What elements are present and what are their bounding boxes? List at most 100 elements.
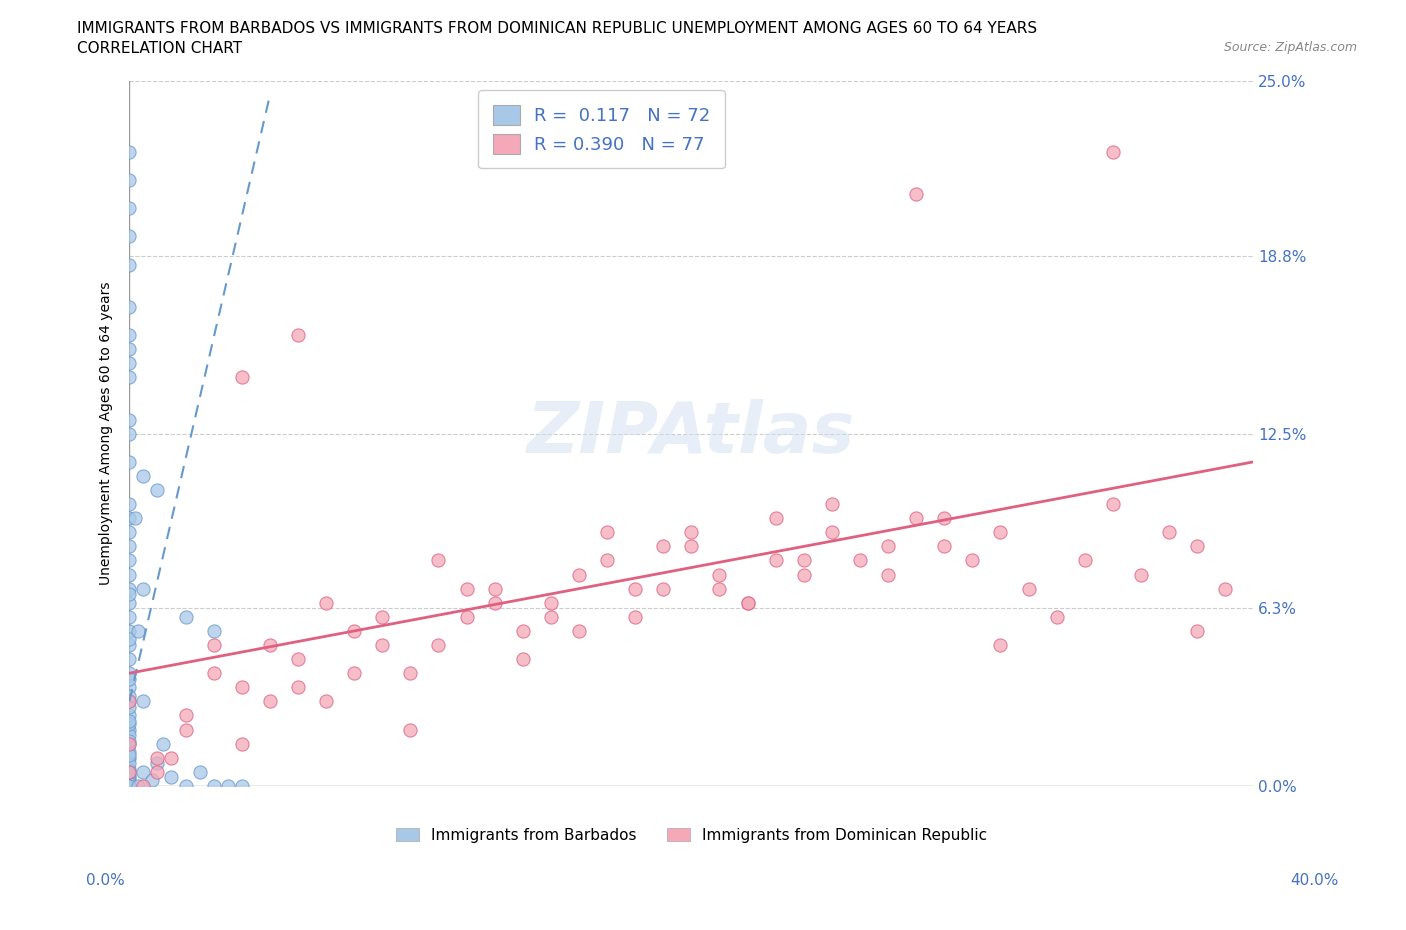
Point <box>118 666 141 681</box>
Point <box>118 770 141 785</box>
Point <box>118 567 141 582</box>
Point <box>118 762 141 777</box>
Point <box>118 767 141 782</box>
Point <box>399 722 422 737</box>
Point <box>456 609 478 624</box>
Point <box>709 581 731 596</box>
Point <box>118 722 141 737</box>
Point <box>132 764 155 779</box>
Point <box>259 694 281 709</box>
Point <box>596 553 619 568</box>
Point <box>118 748 141 763</box>
Point <box>681 539 703 554</box>
Point <box>174 609 197 624</box>
Point <box>118 539 141 554</box>
Point <box>877 539 900 554</box>
Point <box>905 187 928 202</box>
Point <box>118 553 141 568</box>
Point <box>202 623 225 638</box>
Point <box>118 751 141 765</box>
Point <box>118 728 141 743</box>
Point <box>568 623 591 638</box>
Legend: Immigrants from Barbados, Immigrants from Dominican Republic: Immigrants from Barbados, Immigrants fro… <box>389 821 993 849</box>
Point <box>174 722 197 737</box>
Point <box>141 773 163 788</box>
Point <box>118 764 141 779</box>
Point <box>343 623 366 638</box>
Point <box>118 745 141 760</box>
Point <box>118 581 141 596</box>
Point <box>118 671 141 686</box>
Point <box>737 595 759 610</box>
Point <box>568 567 591 582</box>
Point <box>596 525 619 539</box>
Point <box>132 581 155 596</box>
Point <box>793 567 815 582</box>
Point <box>287 327 309 342</box>
Point <box>188 764 211 779</box>
Point <box>765 553 787 568</box>
Y-axis label: Unemployment Among Ages 60 to 64 years: Unemployment Among Ages 60 to 64 years <box>100 282 114 586</box>
Point <box>118 356 141 371</box>
Point <box>146 483 169 498</box>
Point <box>118 694 141 709</box>
Point <box>118 734 141 749</box>
Point <box>371 638 394 653</box>
Point <box>821 497 844 512</box>
Point <box>118 258 141 272</box>
Point <box>118 737 141 751</box>
Point <box>1185 539 1208 554</box>
Point <box>231 737 253 751</box>
Point <box>877 567 900 582</box>
Point <box>152 737 174 751</box>
Point <box>315 595 337 610</box>
Point <box>118 609 141 624</box>
Point <box>231 680 253 695</box>
Point <box>399 666 422 681</box>
Text: 0.0%: 0.0% <box>86 873 125 888</box>
Point <box>118 327 141 342</box>
Point <box>259 638 281 653</box>
Point <box>127 778 149 793</box>
Point <box>652 581 675 596</box>
Point <box>231 778 253 793</box>
Point <box>118 412 141 427</box>
Point <box>118 776 141 790</box>
Point <box>905 511 928 525</box>
Point <box>1130 567 1153 582</box>
Point <box>118 525 141 539</box>
Point <box>315 694 337 709</box>
Point <box>174 708 197 723</box>
Point <box>202 666 225 681</box>
Point <box>371 609 394 624</box>
Point <box>118 688 141 703</box>
Point <box>118 426 141 441</box>
Point <box>427 553 450 568</box>
Point <box>512 652 534 667</box>
Point <box>118 511 141 525</box>
Point <box>231 370 253 385</box>
Point <box>118 756 141 771</box>
Point <box>118 708 141 723</box>
Point <box>118 716 141 731</box>
Point <box>160 770 183 785</box>
Point <box>737 595 759 610</box>
Point <box>849 553 872 568</box>
Point <box>118 595 141 610</box>
Point <box>118 299 141 314</box>
Point <box>217 778 239 793</box>
Point <box>652 539 675 554</box>
Point <box>1213 581 1236 596</box>
Point <box>1159 525 1181 539</box>
Point <box>934 511 956 525</box>
Point <box>118 201 141 216</box>
Text: IMMIGRANTS FROM BARBADOS VS IMMIGRANTS FROM DOMINICAN REPUBLIC UNEMPLOYMENT AMON: IMMIGRANTS FROM BARBADOS VS IMMIGRANTS F… <box>77 21 1038 36</box>
Point <box>202 778 225 793</box>
Point <box>118 370 141 385</box>
Point <box>118 737 141 751</box>
Point <box>202 638 225 653</box>
Point <box>1046 609 1069 624</box>
Point <box>118 341 141 356</box>
Point <box>118 694 141 709</box>
Point <box>681 525 703 539</box>
